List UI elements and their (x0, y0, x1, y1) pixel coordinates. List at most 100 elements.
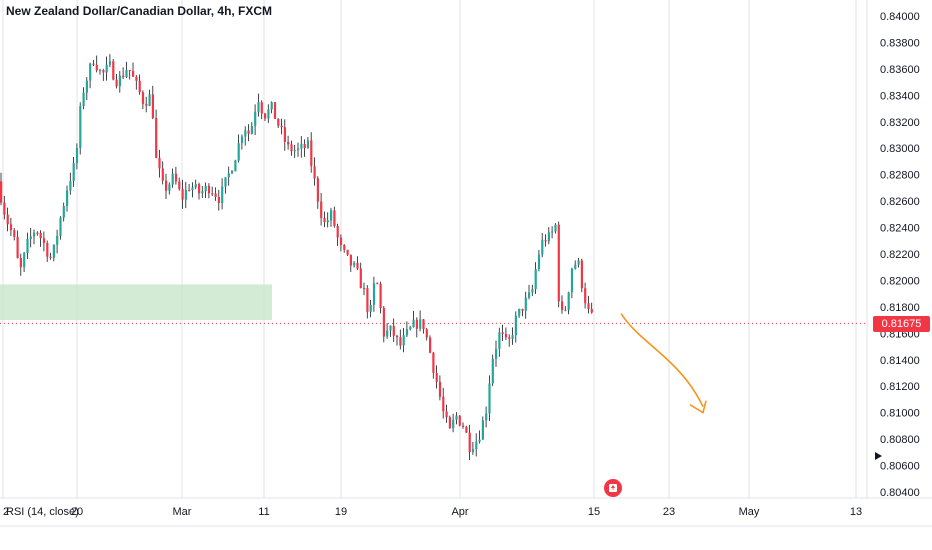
price-axis[interactable]: 0.84000 0.83800 0.83600 0.83400 0.83200 0.830… (880, 11, 920, 499)
candle-down (36, 232, 39, 234)
time-axis-label: May (739, 506, 760, 518)
candle-up (564, 309, 567, 311)
candle-down (376, 283, 379, 285)
candle-up (250, 125, 253, 134)
candle-up (85, 80, 88, 93)
candle-down (323, 218, 326, 223)
price-axis-label: 0.83600 (880, 64, 920, 76)
candle-up (194, 184, 197, 188)
candle-down (561, 301, 564, 311)
candle-up (412, 319, 415, 328)
triangle-right-icon[interactable] (875, 452, 882, 460)
candle-up (171, 173, 174, 185)
candle-down (19, 257, 22, 268)
time-axis-label: 15 (588, 506, 600, 518)
candle-up (534, 269, 537, 290)
candle-up (240, 136, 244, 144)
rsi-indicator-label[interactable]: RSI (14, close) (6, 506, 79, 518)
candle-up (66, 190, 69, 206)
candle-down (273, 102, 277, 119)
candle-down (141, 92, 145, 104)
candle-up (300, 143, 303, 149)
time-axis-label: 23 (663, 506, 675, 518)
candle-down (13, 230, 16, 237)
candlestick-series (0, 54, 593, 461)
candle-down (155, 117, 158, 158)
candle-down (399, 337, 402, 346)
candle-up (488, 383, 491, 414)
candle-down (359, 268, 362, 289)
demand-zone[interactable] (0, 284, 272, 321)
price-axis-label: 0.82400 (880, 223, 920, 235)
candle-up (537, 254, 541, 270)
candle-up (33, 232, 36, 237)
canada-flag-icon[interactable] (604, 479, 622, 497)
candle-down (181, 188, 184, 200)
candle-down (415, 319, 418, 329)
candle-down (3, 202, 6, 215)
time-axis-label: 11 (258, 506, 269, 518)
candle-up (118, 75, 121, 87)
candle-down (313, 166, 316, 179)
time-axis-label: 20 (71, 506, 83, 518)
candle-down (178, 181, 181, 189)
candle-down (458, 415, 461, 426)
candle-up (237, 143, 240, 161)
candle-down (42, 238, 46, 244)
price-axis-label: 0.81000 (880, 408, 920, 420)
candle-down (432, 352, 435, 373)
candle-up (82, 92, 85, 107)
time-axis[interactable]: 2 20 Mar 11 19 Apr 15 23 May 13 (3, 506, 862, 518)
maple-leaf-icon (611, 485, 615, 490)
price-axis-label: 0.82600 (880, 196, 920, 208)
projection-arrow[interactable] (620, 313, 704, 408)
candle-down (39, 232, 42, 239)
candle-down (161, 168, 164, 181)
candle-down (151, 94, 154, 118)
candle-down (462, 425, 465, 427)
candle-up (574, 264, 577, 269)
price-axis-label: 0.83400 (880, 90, 920, 102)
candle-down (174, 173, 178, 182)
candle-down (422, 319, 425, 330)
candle-up (231, 171, 234, 174)
candle-down (521, 309, 524, 311)
price-axis-label: 0.83200 (880, 117, 920, 129)
projection-arrow-head (689, 400, 707, 414)
candle-up (125, 69, 128, 78)
time-axis-label: Apr (451, 506, 468, 518)
candle-down (320, 201, 323, 219)
candle-up (191, 187, 194, 191)
candle-down (158, 157, 161, 169)
candle-up (257, 102, 260, 112)
candle-down (445, 411, 448, 418)
candle-up (293, 150, 296, 152)
candle-down (316, 178, 319, 202)
candle-down (214, 193, 217, 197)
candle-down (198, 184, 201, 194)
candle-up (495, 348, 498, 359)
candle-up (326, 220, 329, 223)
candle-up (62, 205, 65, 218)
candle-down (343, 245, 346, 250)
candle-down (392, 325, 395, 336)
candle-up (554, 224, 557, 232)
candle-up (227, 173, 230, 178)
candle-down (356, 262, 359, 269)
candle-up (221, 186, 224, 204)
candle-down (504, 333, 508, 338)
chart-title: New Zealand Dollar/Canadian Dollar, 4h, … (6, 4, 273, 18)
candle-up (201, 191, 204, 194)
candle-down (122, 75, 125, 78)
candle-down (102, 70, 105, 73)
candle-up (224, 177, 227, 187)
candle-down (435, 372, 438, 382)
candle-up (402, 335, 405, 346)
candle-up (570, 268, 574, 293)
candle-down (287, 141, 290, 145)
candle-down (9, 224, 13, 231)
candle-up (386, 330, 389, 337)
candle-down (138, 80, 141, 93)
candle-down (333, 210, 336, 226)
